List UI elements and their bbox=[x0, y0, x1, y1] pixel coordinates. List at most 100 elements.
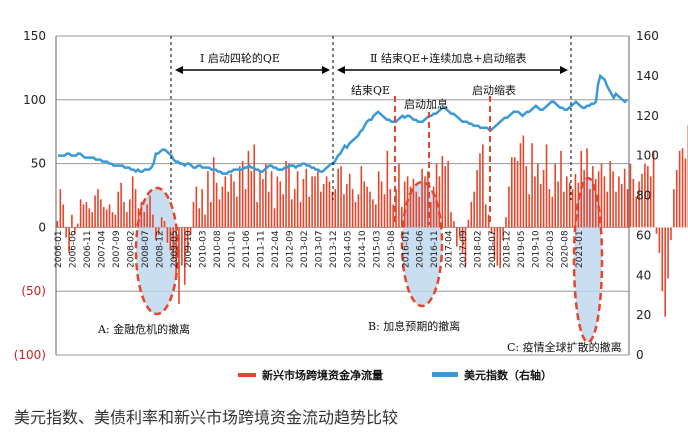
bar-series bbox=[56, 125, 688, 317]
flow-bar bbox=[172, 227, 175, 260]
x-tick-label: 2016-01 bbox=[401, 230, 411, 268]
flow-bar bbox=[357, 194, 360, 228]
flow-bar bbox=[537, 163, 539, 228]
flow-bar bbox=[244, 189, 247, 228]
legend-line-label: 美元指数（右轴） bbox=[464, 368, 552, 382]
flow-bar bbox=[314, 176, 316, 228]
flow-bar bbox=[476, 169, 478, 228]
flow-bar bbox=[577, 182, 580, 228]
flow-bar bbox=[456, 227, 458, 247]
flow-bar bbox=[250, 171, 253, 228]
flow-bar bbox=[499, 227, 502, 269]
flow-bar bbox=[583, 169, 585, 228]
flow-bar bbox=[238, 166, 241, 228]
left-tick-label: 0 bbox=[38, 220, 46, 234]
x-tick-labels: 2006-01 2006-06 2006-11 2007-04 2007-09 2008-… bbox=[54, 230, 585, 268]
flow-bar bbox=[389, 189, 392, 228]
flow-bar bbox=[623, 168, 626, 228]
flow-bar bbox=[429, 201, 432, 228]
end-qe-label: 结束QE bbox=[351, 84, 390, 97]
flow-bar bbox=[374, 204, 377, 228]
flow-bar bbox=[383, 194, 386, 228]
x-tick-label: 2013-02 bbox=[300, 230, 310, 268]
x-tick-label: 2021-01 bbox=[575, 230, 585, 268]
x-tick-label: 2018-12 bbox=[503, 230, 513, 268]
flow-bar bbox=[444, 166, 447, 228]
x-tick-label: 2011-06 bbox=[242, 230, 252, 268]
flow-bar bbox=[658, 227, 661, 253]
dxy-line bbox=[58, 73, 628, 175]
flow-bar bbox=[574, 173, 577, 228]
flow-bar bbox=[560, 150, 562, 228]
flow-bar bbox=[163, 221, 166, 228]
flow-bar bbox=[65, 227, 67, 238]
flow-bar bbox=[450, 212, 452, 228]
flow-bar bbox=[149, 195, 151, 228]
flow-bar bbox=[128, 199, 131, 228]
flow-bar bbox=[131, 176, 134, 228]
flow-bar bbox=[256, 201, 258, 228]
flow-bar bbox=[100, 199, 102, 228]
flow-bar bbox=[395, 189, 397, 228]
flow-bar bbox=[597, 171, 600, 228]
flow-bar bbox=[204, 214, 206, 228]
flow-bar bbox=[334, 189, 337, 228]
flow-bar bbox=[432, 186, 435, 228]
flow-bar bbox=[123, 201, 125, 228]
x-tick-label: 2014-10 bbox=[358, 230, 368, 268]
flow-bar bbox=[418, 196, 420, 228]
flow-bar bbox=[447, 161, 449, 228]
flow-bar bbox=[369, 191, 371, 228]
flow-bar bbox=[302, 178, 305, 228]
flow-bar bbox=[647, 166, 649, 228]
region-c-label: C: 疫情全球扩散的撤离 bbox=[507, 340, 622, 354]
x-tick-label: 2008-12 bbox=[155, 230, 165, 268]
flow-bar bbox=[160, 217, 163, 228]
flow-bar bbox=[97, 189, 99, 228]
flow-bar bbox=[618, 176, 620, 228]
flow-bar bbox=[401, 206, 403, 228]
flow-bar bbox=[641, 173, 643, 228]
x-tick-label: 2008-07 bbox=[141, 230, 151, 268]
flow-bar bbox=[484, 204, 487, 228]
flow-bar bbox=[212, 157, 215, 228]
flow-bar bbox=[626, 189, 629, 228]
flow-bar bbox=[458, 227, 461, 238]
flow-bar bbox=[111, 212, 114, 228]
x-tick-label: 2008-02 bbox=[126, 230, 136, 268]
x-tick-label: 2017-04 bbox=[445, 230, 455, 268]
x-tick-label: 2016-11 bbox=[430, 230, 440, 268]
axes: 150 100 50 0 (50) (100) 160 140 120 100 80 60 40 20 0 bbox=[14, 29, 659, 362]
flow-bar bbox=[215, 182, 218, 228]
highlight-ellipses bbox=[134, 176, 604, 344]
x-tick-label: 2015-08 bbox=[387, 230, 397, 268]
flow-bar bbox=[531, 143, 533, 228]
flow-bar bbox=[525, 166, 528, 228]
flow-bar bbox=[175, 227, 177, 279]
right-tick-label: 100 bbox=[636, 149, 659, 163]
flow-bar bbox=[224, 176, 227, 228]
x-tick-label: 2017-09 bbox=[459, 230, 469, 268]
flow-bar bbox=[438, 176, 441, 228]
flow-bar bbox=[105, 209, 108, 228]
flow-bar bbox=[589, 189, 591, 228]
flow-bar bbox=[152, 214, 154, 228]
flow-bar bbox=[667, 227, 669, 279]
flow-bar bbox=[652, 150, 655, 228]
flow-bar bbox=[528, 194, 530, 228]
flow-bar bbox=[490, 227, 493, 234]
flow-bar bbox=[554, 163, 557, 228]
left-tick-label: 50 bbox=[31, 157, 46, 171]
right-tick-label: 120 bbox=[636, 109, 659, 123]
flow-bar bbox=[380, 181, 383, 228]
x-tick-label: 2019-10 bbox=[532, 230, 542, 268]
flow-bar bbox=[629, 163, 632, 228]
flow-bar bbox=[102, 206, 105, 228]
flow-bar bbox=[655, 227, 658, 234]
left-tick-label: (100) bbox=[14, 348, 46, 362]
flow-bar bbox=[681, 148, 684, 228]
flow-bar bbox=[82, 204, 85, 228]
flow-bar bbox=[424, 176, 426, 228]
flow-bar bbox=[516, 161, 519, 228]
flow-bar bbox=[198, 208, 201, 228]
